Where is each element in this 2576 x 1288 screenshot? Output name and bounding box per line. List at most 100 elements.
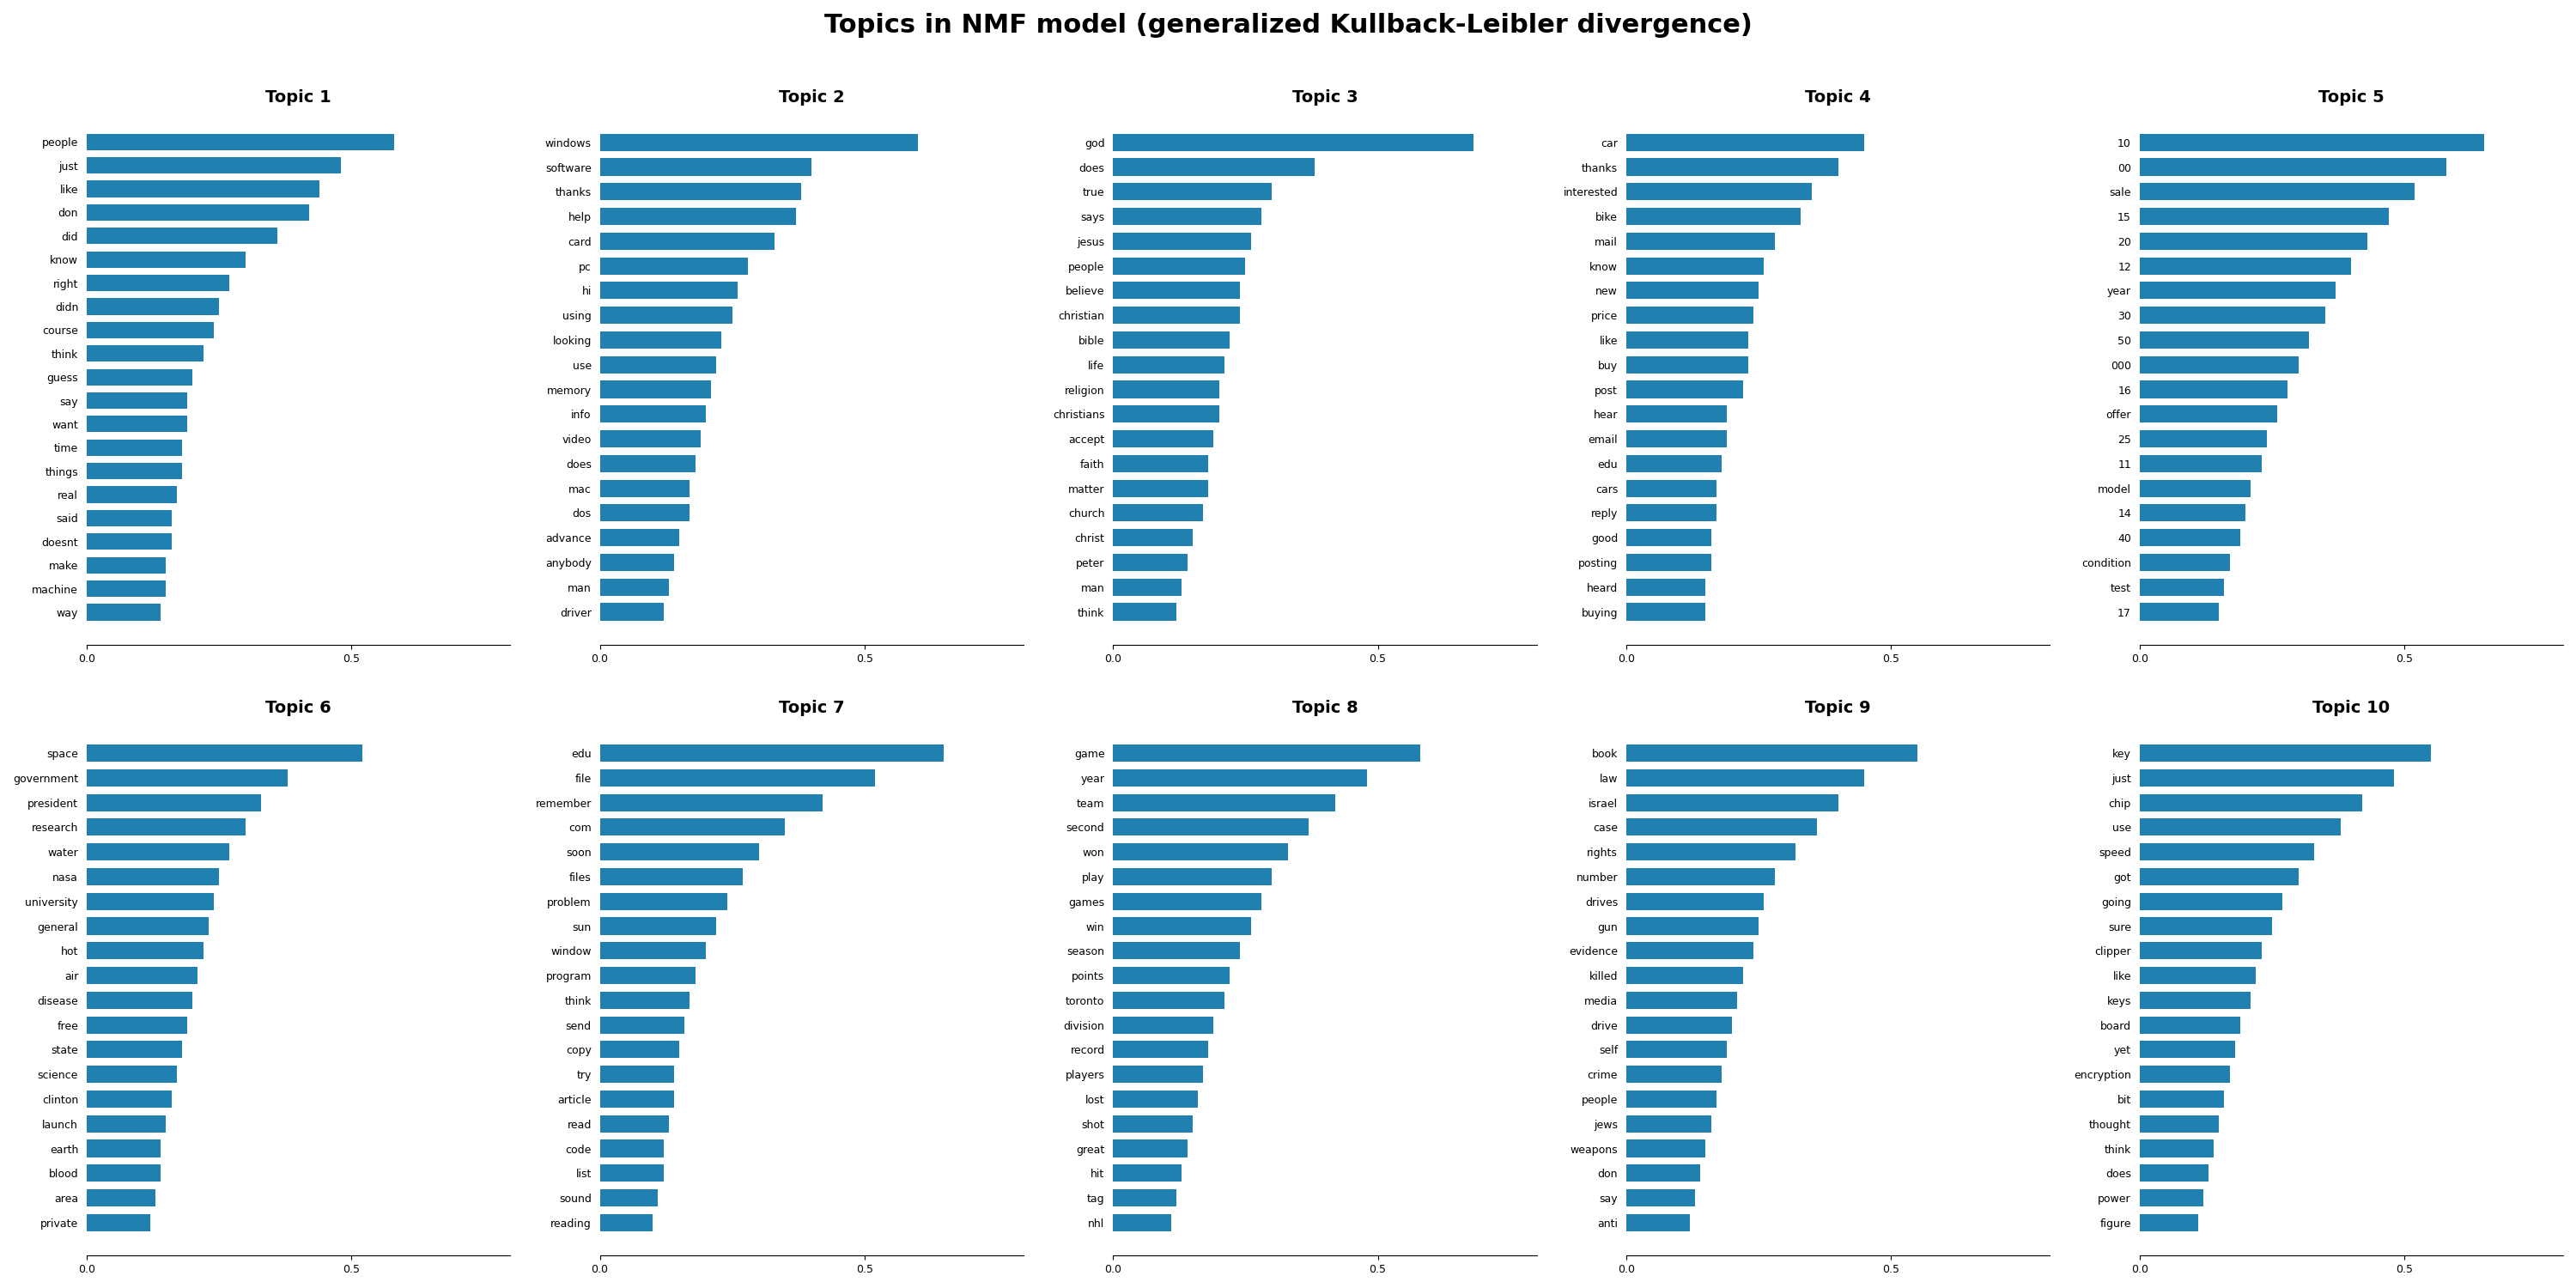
Bar — [2141, 603, 2218, 621]
Bar — [88, 1065, 178, 1083]
Bar — [88, 228, 278, 245]
Bar — [2141, 819, 2342, 836]
Bar — [1113, 258, 1244, 274]
Bar — [1625, 578, 1705, 596]
Bar — [1113, 183, 1273, 201]
Bar — [2141, 1164, 2208, 1182]
Bar — [1625, 505, 1716, 522]
Title: Topic 8: Topic 8 — [1293, 701, 1358, 716]
Bar — [2141, 1215, 2197, 1231]
Bar — [1625, 134, 1865, 151]
Bar — [600, 1041, 680, 1059]
Title: Topic 6: Topic 6 — [265, 701, 332, 716]
Bar — [1625, 868, 1775, 885]
Title: Topic 9: Topic 9 — [1806, 701, 1870, 716]
Bar — [600, 744, 943, 761]
Bar — [2141, 331, 2308, 349]
Bar — [2141, 1115, 2218, 1132]
Bar — [2141, 282, 2336, 299]
Bar — [88, 844, 229, 860]
Bar — [600, 282, 737, 299]
Bar — [1113, 1189, 1177, 1207]
Bar — [1113, 942, 1239, 960]
Bar — [1625, 331, 1749, 349]
Bar — [1113, 282, 1239, 299]
Bar — [1113, 331, 1229, 349]
Bar — [1625, 355, 1749, 374]
Bar — [1625, 917, 1759, 935]
Bar — [2141, 233, 2367, 250]
Bar — [88, 581, 165, 596]
Bar — [600, 917, 716, 935]
Bar — [1625, 479, 1716, 497]
Bar — [1113, 917, 1252, 935]
Bar — [88, 604, 160, 621]
Bar — [2141, 744, 2432, 761]
Bar — [1625, 258, 1765, 274]
Bar — [1113, 355, 1224, 374]
Bar — [88, 368, 193, 385]
Bar — [2141, 992, 2251, 1009]
Bar — [2141, 455, 2262, 473]
Bar — [2141, 505, 2246, 522]
Bar — [1625, 769, 1865, 787]
Bar — [1113, 1215, 1172, 1231]
Bar — [1625, 455, 1721, 473]
Bar — [88, 487, 178, 502]
Bar — [2141, 1189, 2202, 1207]
Bar — [2141, 1041, 2236, 1059]
Title: Topic 3: Topic 3 — [1293, 89, 1358, 106]
Bar — [1625, 158, 1839, 175]
Bar — [1625, 1115, 1710, 1132]
Bar — [1625, 1091, 1716, 1108]
Bar — [2141, 307, 2326, 325]
Bar — [88, 510, 173, 527]
Title: Topic 4: Topic 4 — [1806, 89, 1870, 106]
Bar — [88, 439, 183, 456]
Bar — [1113, 233, 1252, 250]
Bar — [88, 1215, 149, 1231]
Bar — [2141, 355, 2298, 374]
Bar — [1625, 1215, 1690, 1231]
Bar — [1113, 406, 1218, 422]
Bar — [88, 819, 245, 836]
Bar — [1113, 529, 1193, 546]
Bar — [1113, 793, 1334, 811]
Bar — [88, 1115, 165, 1132]
Bar — [600, 355, 716, 374]
Bar — [1625, 307, 1754, 325]
Bar — [600, 158, 811, 175]
Bar — [88, 533, 173, 550]
Title: Topic 1: Topic 1 — [265, 89, 332, 106]
Bar — [88, 1189, 155, 1207]
Bar — [2141, 1091, 2223, 1108]
Bar — [2141, 258, 2352, 274]
Bar — [600, 1215, 652, 1231]
Bar — [2141, 406, 2277, 422]
Bar — [1625, 406, 1726, 422]
Bar — [2141, 183, 2414, 201]
Title: Topic 10: Topic 10 — [2313, 701, 2391, 716]
Bar — [600, 134, 917, 151]
Bar — [88, 556, 165, 573]
Bar — [1113, 1091, 1198, 1108]
Bar — [1625, 819, 1816, 836]
Bar — [88, 744, 363, 761]
Bar — [1113, 207, 1262, 225]
Bar — [88, 992, 193, 1009]
Bar — [1625, 744, 1917, 761]
Bar — [600, 529, 680, 546]
Bar — [1113, 505, 1203, 522]
Bar — [2141, 769, 2393, 787]
Title: Topic 2: Topic 2 — [778, 89, 845, 106]
Bar — [600, 769, 876, 787]
Bar — [2141, 158, 2447, 175]
Bar — [1625, 844, 1795, 860]
Bar — [88, 274, 229, 291]
Bar — [88, 942, 204, 960]
Bar — [2141, 893, 2282, 911]
Bar — [600, 1016, 685, 1033]
Bar — [88, 917, 209, 935]
Bar — [600, 1065, 675, 1083]
Bar — [1113, 819, 1309, 836]
